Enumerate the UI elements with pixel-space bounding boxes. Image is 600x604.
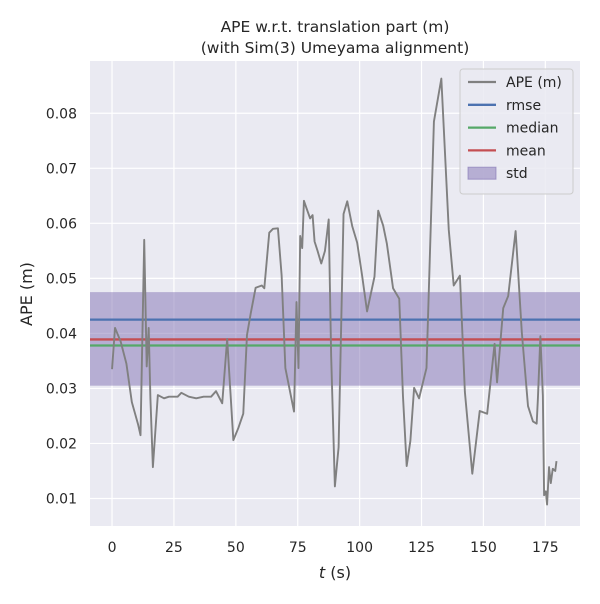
x-tick-label: 125 (408, 540, 435, 556)
ape-series-line (111, 77, 558, 506)
x-axis-label-var: t (319, 563, 326, 582)
chart-title-line-2: (with Sim(3) Umeyama alignment) (201, 39, 470, 57)
y-tick-label: 0.06 (46, 216, 77, 232)
legend-label: APE (m) (506, 75, 562, 91)
x-tick-label: 175 (532, 540, 559, 556)
series-layer (111, 77, 558, 506)
y-tick-label: 0.05 (46, 271, 77, 287)
x-tick-label: 50 (227, 540, 245, 556)
legend: APE (m) rmse median mean std (459, 68, 574, 195)
legend-label: rmse (506, 98, 541, 114)
x-tick-label: 0 (108, 540, 117, 556)
legend-label: mean (506, 143, 546, 159)
stat-lines (90, 318, 580, 347)
x-tick-label: 150 (470, 540, 497, 556)
x-tick-label: 25 (165, 540, 183, 556)
legend-swatch-std (467, 166, 497, 180)
tick-labels: 0 25 50 75 100 125 150 175 0.01 0.02 0.03 0.04 0.05 0… (46, 106, 559, 556)
chart-title-line-1: APE w.r.t. translation part (m) (221, 18, 450, 36)
y-tick-label: 0.01 (46, 491, 77, 507)
x-axis-label-unit: (s) (325, 563, 351, 582)
y-tick-label: 0.07 (46, 161, 77, 177)
y-tick-label: 0.04 (46, 326, 77, 342)
x-tick-label: 100 (346, 540, 373, 556)
y-tick-label: 0.02 (46, 436, 77, 452)
legend-frame (459, 68, 574, 195)
y-axis-label: APE (m) (17, 262, 36, 326)
legend-label: std (506, 166, 528, 182)
y-tick-label: 0.08 (46, 106, 77, 122)
x-axis-label: t (s) (319, 563, 351, 582)
y-tick-label: 0.03 (46, 381, 77, 397)
legend-label: median (506, 121, 558, 137)
x-tick-label: 75 (289, 540, 307, 556)
